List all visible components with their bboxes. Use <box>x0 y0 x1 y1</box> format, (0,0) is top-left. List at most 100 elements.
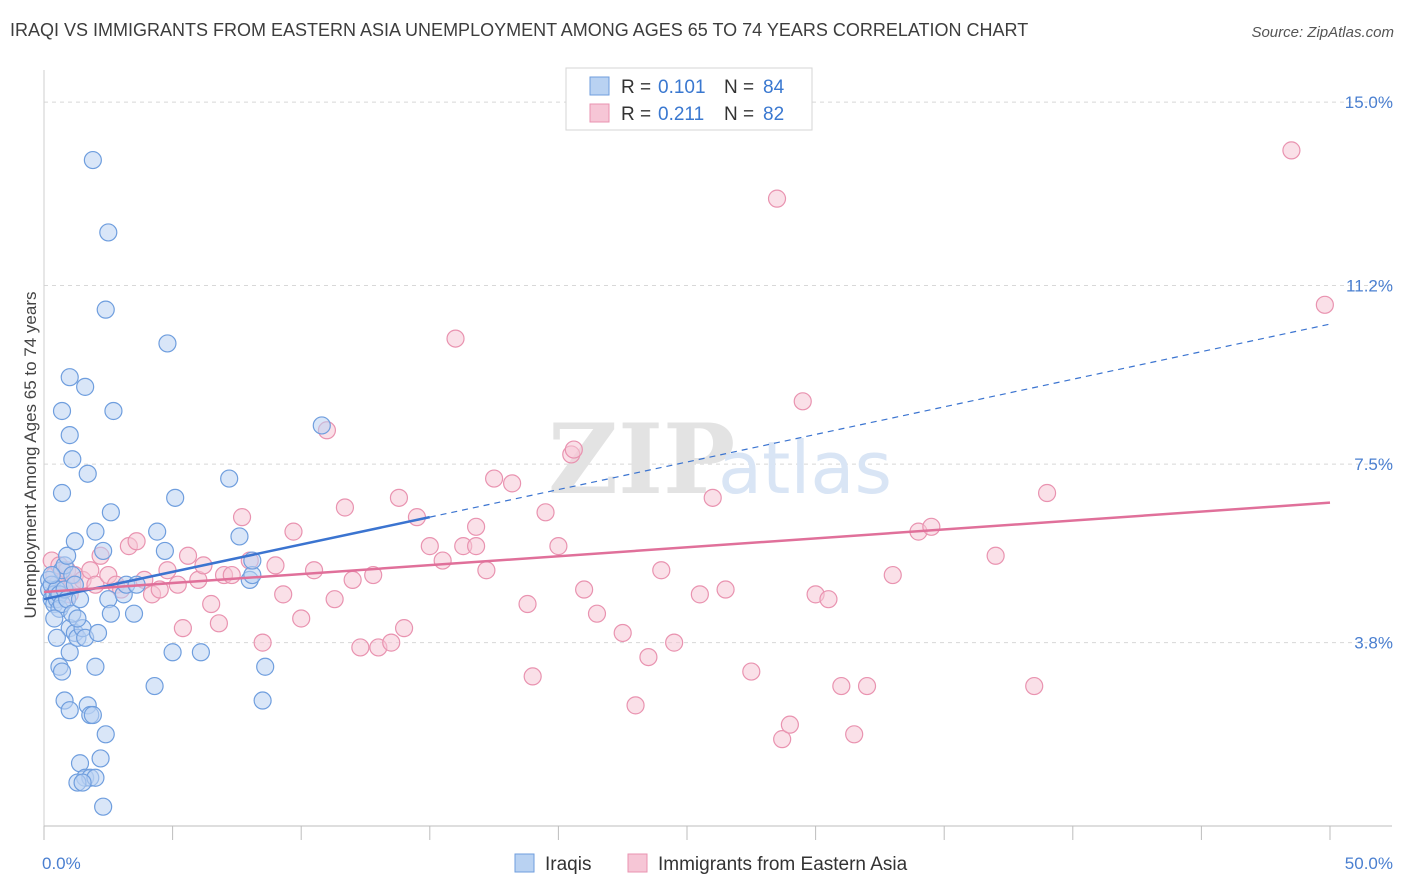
x-tick-label-0: 0.0% <box>42 854 81 873</box>
blue-point-58 <box>104 401 123 421</box>
blue-series-points <box>40 150 331 816</box>
blue-point-57 <box>76 377 95 396</box>
pink-point-75 <box>767 189 787 208</box>
pink-point-65 <box>587 604 607 623</box>
pink-point-78 <box>793 392 812 411</box>
legend-r-value-2: 0.211 <box>658 104 704 125</box>
y-tick-label-0: 3.8% <box>1354 634 1393 653</box>
pink-point-35 <box>266 556 285 575</box>
pink-point-43 <box>343 570 362 589</box>
pink-point-87 <box>986 546 1005 565</box>
pink-point-60 <box>523 667 542 686</box>
blue-point-74 <box>230 527 249 546</box>
pink-point-36 <box>274 585 293 604</box>
blue-point-50 <box>63 450 82 469</box>
legend-swatch-pink <box>589 103 610 123</box>
blue-point-20 <box>45 609 64 628</box>
pink-point-77 <box>780 715 799 734</box>
bottom-legend-label-iraqis: Iraqis <box>545 854 591 875</box>
legend-n-label-1: N = <box>724 77 754 98</box>
pink-point-22 <box>158 561 177 580</box>
pink-point-47 <box>382 633 401 652</box>
pink-point-49 <box>394 619 414 638</box>
legend-swatch-blue <box>589 76 610 96</box>
pink-point-76 <box>773 730 792 749</box>
y-tick-label-2: 11.2% <box>1346 277 1393 296</box>
pink-point-50 <box>407 508 427 527</box>
pink-point-31 <box>222 565 241 585</box>
pink-point-71 <box>690 585 709 604</box>
blue-point-54 <box>65 532 84 551</box>
blue-point-70 <box>166 488 185 507</box>
y-tick-label-1: 7.5% <box>1354 455 1393 474</box>
y-tick-labels: 3.8% 7.5% 11.2% 15.0% <box>1345 93 1393 652</box>
pink-trend-line <box>43 501 1331 594</box>
pink-point-48 <box>389 488 409 507</box>
pink-point-52 <box>433 551 452 570</box>
pink-point-66 <box>613 623 632 643</box>
pink-point-57 <box>485 469 504 488</box>
pink-point-88 <box>1025 676 1044 696</box>
pink-point-25 <box>178 546 198 565</box>
blue-point-14 <box>58 546 77 565</box>
pink-point-92 <box>466 537 486 556</box>
blue-point-34 <box>86 657 105 676</box>
pink-point-61 <box>536 503 555 522</box>
legend-r-value-1: 0.101 <box>658 77 706 98</box>
pink-point-69 <box>652 561 671 580</box>
pink-point-81 <box>832 676 851 696</box>
blue-point-17 <box>60 643 79 662</box>
pink-point-51 <box>420 537 439 556</box>
pink-point-42 <box>335 498 355 517</box>
pink-point-59 <box>518 594 537 614</box>
blue-point-65 <box>124 604 144 623</box>
pink-point-62 <box>549 537 568 556</box>
legend-r-label-1: R = <box>621 77 651 98</box>
blue-point-60 <box>99 223 118 242</box>
pink-point-37 <box>284 522 303 541</box>
pink-point-68 <box>639 647 658 667</box>
blue-point-83 <box>42 565 61 585</box>
pink-point-80 <box>819 590 838 609</box>
pink-point-90 <box>1282 141 1301 160</box>
pink-point-84 <box>883 565 902 585</box>
pink-point-58 <box>503 474 522 493</box>
pink-point-53 <box>446 329 465 348</box>
legend-r-label-2: R = <box>621 104 651 125</box>
bottom-legend: Iraqis Immigrants from Eastern Asia <box>514 853 908 875</box>
pink-point-56 <box>477 561 496 580</box>
blue-point-25 <box>60 701 79 720</box>
pink-point-41 <box>325 590 344 609</box>
blue-point-51 <box>78 464 97 483</box>
blue-point-79 <box>256 657 275 676</box>
blue-point-72 <box>191 643 210 662</box>
blue-trend-line <box>43 515 431 601</box>
blue-point-56 <box>60 368 79 387</box>
blue-point-21 <box>47 628 66 647</box>
bottom-legend-label-eastern-asia: Immigrants from Eastern Asia <box>658 854 908 875</box>
pink-point-44 <box>351 638 370 657</box>
blue-point-68 <box>155 541 174 561</box>
legend-n-label-2: N = <box>724 104 754 125</box>
bottom-legend-swatch-iraqis <box>514 853 535 873</box>
source-label: Source: ZipAtlas.com <box>1251 24 1394 41</box>
pink-point-39 <box>304 561 324 580</box>
x-tick-labels: 0.0% 50.0% <box>42 854 1393 873</box>
pink-point-18 <box>127 532 146 551</box>
pink-point-72 <box>703 488 722 507</box>
y-tick-label-3: 15.0% <box>1345 93 1393 112</box>
blue-point-62 <box>158 334 177 353</box>
pink-point-86 <box>922 517 941 536</box>
blue-point-45 <box>94 797 113 816</box>
pink-point-83 <box>857 676 877 696</box>
blue-point-81 <box>68 609 87 628</box>
pink-point-23 <box>168 575 187 594</box>
pink-point-55 <box>466 517 486 536</box>
pink-point-38 <box>292 609 311 628</box>
chart-title: IRAQI VS IMMIGRANTS FROM EASTERN ASIA UN… <box>10 20 1029 40</box>
pink-point-64 <box>575 580 594 599</box>
legend-n-value-1: 84 <box>763 77 785 98</box>
legend-n-value-2: 82 <box>763 104 784 125</box>
pink-point-93 <box>564 440 583 459</box>
